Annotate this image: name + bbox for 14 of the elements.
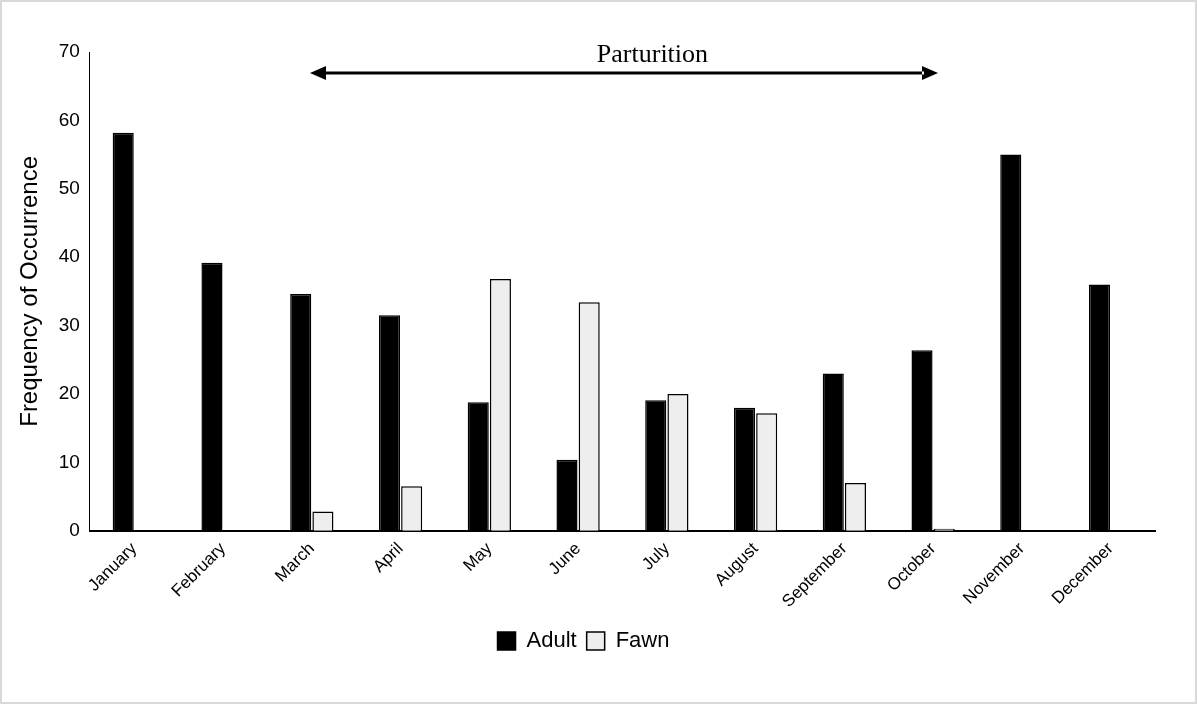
y-tick-label: 10: [58, 450, 80, 472]
y-tick-label: 70: [58, 40, 80, 62]
legend-label: Adult: [526, 627, 577, 653]
annotation: Parturition: [596, 38, 709, 68]
y-axis-title: Frequency of Occurrence: [15, 155, 43, 427]
y-tick-label: 0: [69, 519, 80, 541]
legend-label: Fawn: [615, 627, 670, 653]
y-tick-label: 50: [58, 177, 80, 199]
y-tick-label: 20: [58, 382, 80, 404]
x-tick-label: July: [638, 538, 674, 574]
y-tick-label: 60: [58, 108, 80, 130]
x-tick-label: May: [459, 538, 496, 575]
y-tick-label: 30: [58, 313, 80, 335]
y-tick-label: 40: [58, 245, 80, 267]
